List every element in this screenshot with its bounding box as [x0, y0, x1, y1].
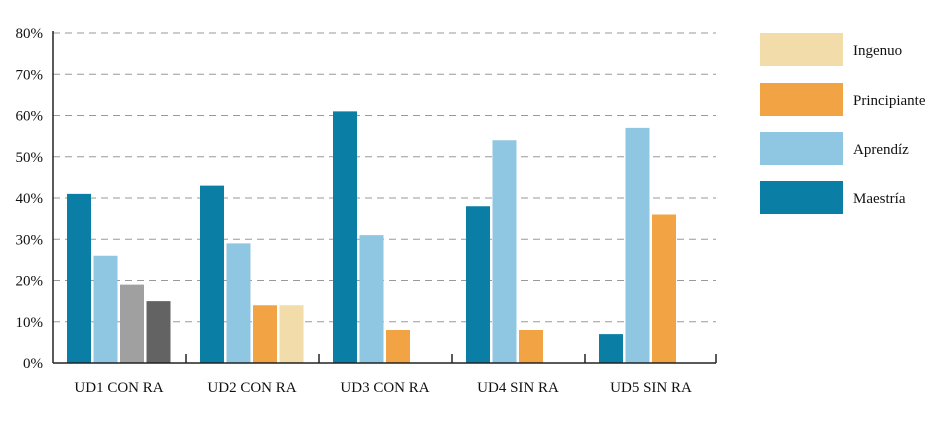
- legend-swatch: [760, 132, 843, 165]
- bar: [625, 127, 650, 363]
- y-tick-labels: 0% 10% 20% 30% 40% 50% 60% 70% 80%: [16, 26, 44, 372]
- x-category-label: UD5 SIN RA: [610, 380, 692, 396]
- x-category-label: UD4 SIN RA: [477, 380, 559, 396]
- x-category-label: UD2 CON RA: [207, 380, 296, 396]
- bar: [146, 301, 171, 363]
- bars: [67, 111, 676, 363]
- bar: [492, 140, 517, 363]
- bar: [519, 330, 543, 363]
- legend-label: Principiante: [853, 93, 926, 109]
- y-tick-label: 60%: [16, 109, 44, 125]
- bar: [93, 255, 118, 363]
- bar: [359, 235, 384, 363]
- legend-swatch: [760, 33, 843, 66]
- bar: [386, 330, 410, 363]
- y-tick-label: 70%: [16, 67, 44, 83]
- bar: [466, 206, 490, 363]
- x-category-labels: UD1 CON RA UD2 CON RA UD3 CON RA UD4 SIN RA…: [74, 380, 692, 396]
- x-category-label: UD1 CON RA: [74, 380, 163, 396]
- bar: [226, 243, 251, 363]
- y-tick-label: 0%: [23, 356, 43, 372]
- y-tick-label: 10%: [16, 315, 44, 331]
- bar: [652, 214, 676, 363]
- y-tick-label: 50%: [16, 150, 44, 166]
- gridlines: [53, 32, 716, 323]
- bar: [120, 284, 144, 363]
- axes: [52, 31, 717, 364]
- legend-swatch: [760, 181, 843, 214]
- bar: [333, 111, 357, 363]
- y-tick-label: 80%: [16, 26, 44, 42]
- y-tick-label: 30%: [16, 232, 44, 248]
- bar: [599, 334, 623, 363]
- legend: Ingenuo Principiante Aprendíz Maestría: [760, 33, 926, 214]
- x-category-label: UD3 CON RA: [340, 380, 429, 396]
- bar: [279, 305, 304, 363]
- legend-label: Ingenuo: [853, 43, 902, 59]
- legend-label: Aprendíz: [853, 142, 909, 158]
- bar: [200, 185, 224, 363]
- bar: [253, 305, 277, 363]
- y-tick-label: 20%: [16, 274, 44, 290]
- legend-swatch: [760, 83, 843, 116]
- y-tick-label: 40%: [16, 191, 44, 207]
- bar: [67, 193, 91, 363]
- legend-label: Maestría: [853, 191, 906, 207]
